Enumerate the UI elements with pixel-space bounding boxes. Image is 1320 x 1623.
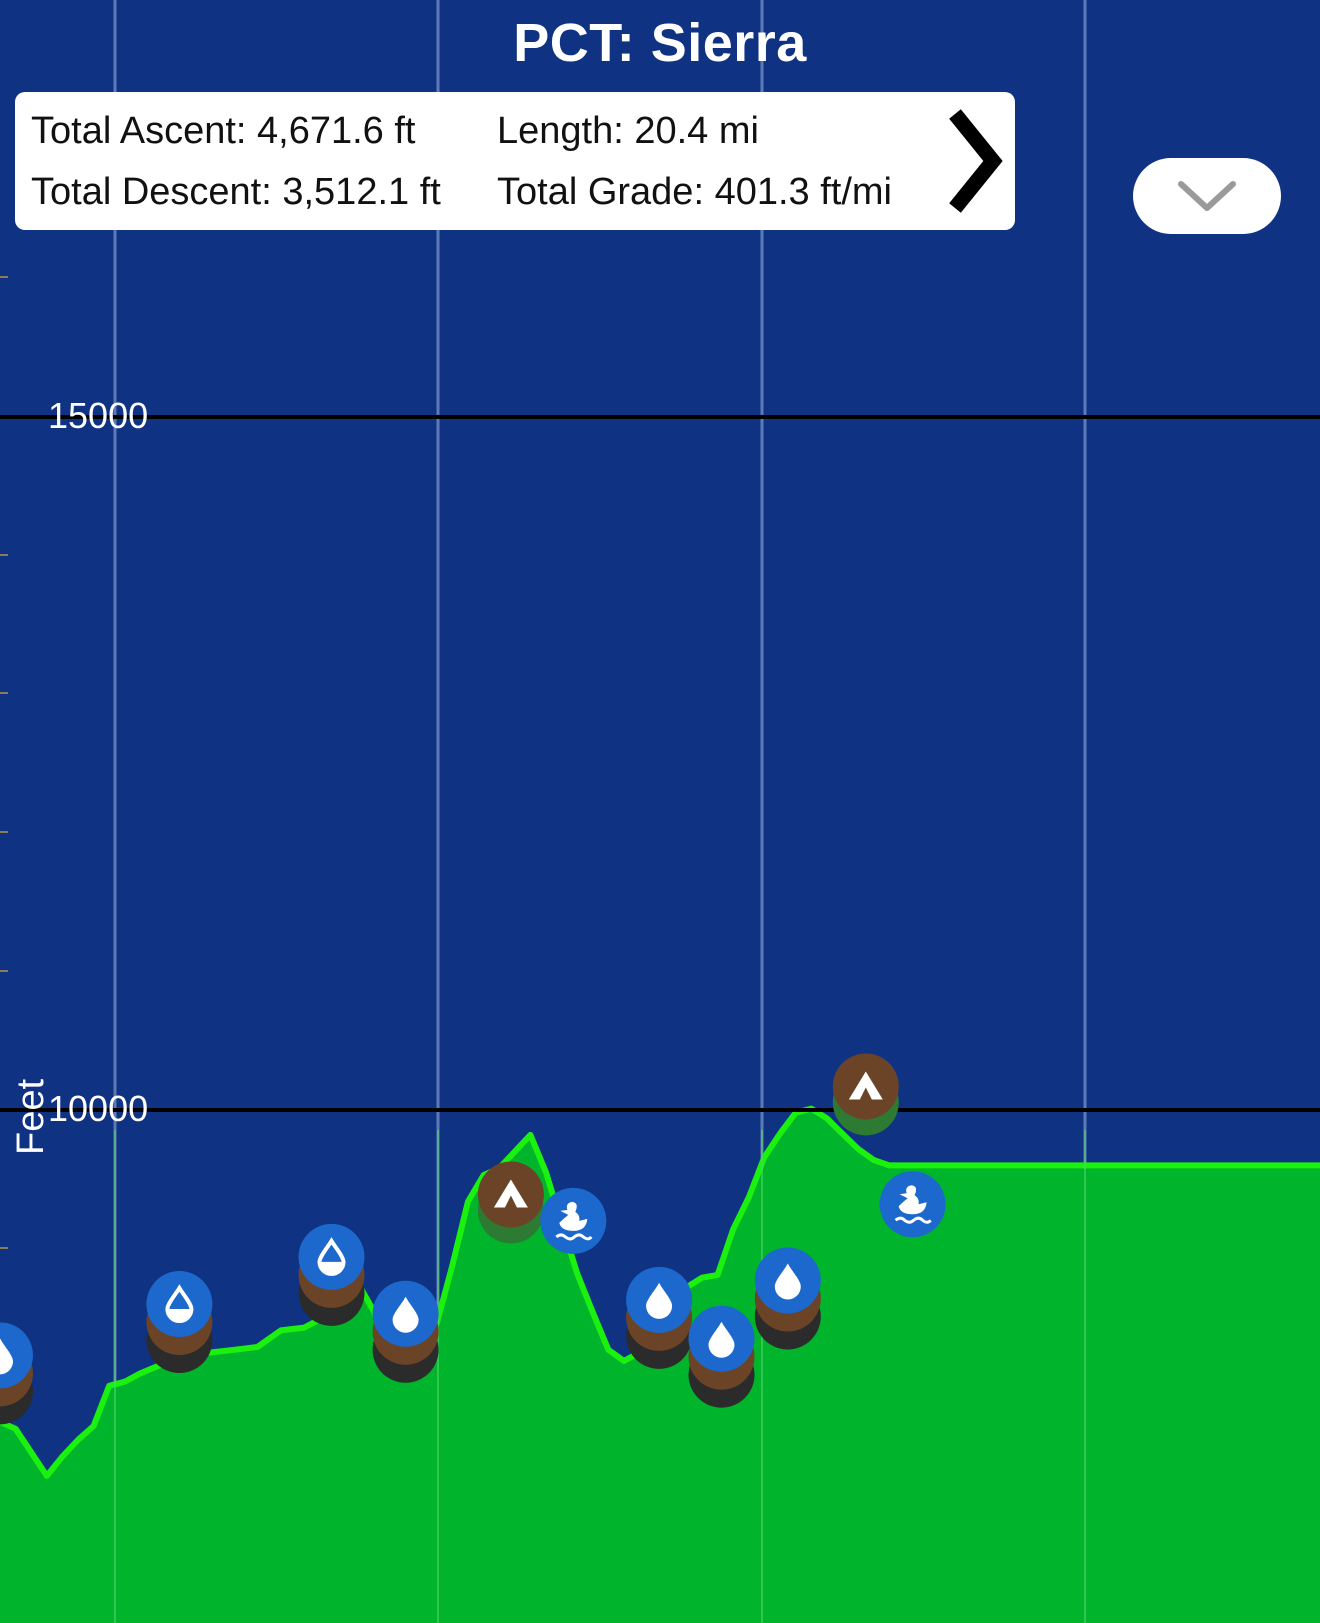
total-grade-value: 401.3 ft/mi [714, 171, 892, 213]
tent-icon [848, 1071, 883, 1100]
marker-swim [879, 1171, 946, 1238]
y-axis-title: Feet [10, 1078, 52, 1155]
waves-icon [555, 1233, 593, 1241]
tent-icon [493, 1179, 528, 1208]
marker-water-full [754, 1247, 821, 1314]
marker-disc [298, 1223, 365, 1290]
water-drop-icon [0, 1338, 13, 1375]
water-drop-half-icon [319, 1261, 344, 1274]
marker-disc [0, 1322, 33, 1389]
total-ascent-stat: Total Ascent: 4,671.6 ft [31, 110, 416, 153]
marker-water-full [0, 1322, 33, 1389]
marker-water-full [372, 1280, 439, 1347]
total-ascent-value: 4,671.6 ft [257, 110, 416, 152]
chevron-right-icon [949, 109, 1003, 213]
water-drop-icon [708, 1321, 735, 1358]
marker-water-full [626, 1266, 693, 1333]
marker-disc [146, 1271, 213, 1338]
water-drop-icon [392, 1296, 419, 1333]
water-drop-icon [646, 1282, 673, 1319]
marker-swim [540, 1187, 607, 1254]
marker-camp [477, 1161, 544, 1228]
total-descent-stat: Total Descent: 3,512.1 ft [31, 171, 441, 214]
length-value: 20.4 mi [634, 110, 759, 152]
marker-water-full [688, 1305, 755, 1372]
marker-water-half [146, 1271, 213, 1338]
total-grade-label: Total Grade: [497, 171, 704, 213]
total-grade-stat: Total Grade: 401.3 ft/mi [497, 171, 892, 214]
y-tick-label: 15000 [48, 395, 148, 436]
collapse-button[interactable] [1133, 158, 1281, 234]
tent-door-icon [504, 1195, 517, 1208]
total-descent-value: 3,512.1 ft [282, 171, 441, 213]
duck-icon [898, 1185, 927, 1215]
marker-water-half [298, 1223, 365, 1290]
water-drop-icon [774, 1263, 801, 1300]
total-descent-label: Total Descent: [31, 171, 272, 213]
y-tick-label: 10000 [48, 1088, 148, 1129]
marker-camp [832, 1053, 899, 1120]
chevron-down-icon [1178, 181, 1236, 211]
length-label: Length: [497, 110, 624, 152]
page-title: PCT: Sierra [513, 13, 807, 73]
water-drop-half-icon [167, 1309, 192, 1322]
stats-card[interactable]: Total Ascent: 4,671.6 ft Total Descent: 3,… [15, 92, 1015, 230]
total-ascent-label: Total Ascent: [31, 110, 247, 152]
next-stats-button[interactable] [945, 106, 1007, 216]
waves-icon [894, 1216, 932, 1224]
length-stat: Length: 20.4 mi [497, 110, 759, 153]
water-drop-outline-icon [317, 1237, 346, 1276]
duck-icon [559, 1201, 588, 1231]
tent-door-icon [859, 1087, 872, 1100]
